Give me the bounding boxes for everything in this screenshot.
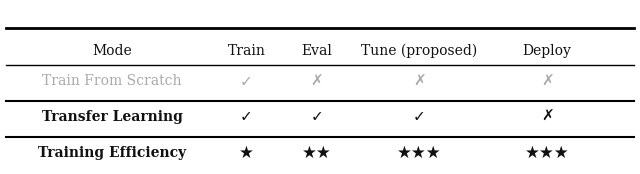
Text: Eval: Eval (301, 44, 332, 58)
Text: ✓: ✓ (310, 109, 323, 124)
Text: ★★: ★★ (302, 144, 332, 162)
Text: ★: ★ (239, 144, 254, 162)
Text: ★★★: ★★★ (525, 144, 570, 162)
Text: ★★★: ★★★ (397, 144, 442, 162)
Text: Mode: Mode (92, 44, 132, 58)
Text: ✓: ✓ (240, 74, 253, 89)
Text: Train: Train (227, 44, 266, 58)
Text: ✗: ✗ (310, 74, 323, 89)
Text: ✗: ✗ (413, 74, 426, 89)
Text: ✗: ✗ (541, 74, 554, 89)
Text: Tune (proposed): Tune (proposed) (361, 44, 477, 58)
Text: ✗: ✗ (541, 109, 554, 124)
Text: Training Efficiency: Training Efficiency (38, 146, 186, 160)
Text: ✓: ✓ (413, 109, 426, 124)
Text: Train From Scratch: Train From Scratch (42, 74, 182, 89)
Text: Deploy: Deploy (523, 44, 572, 58)
Text: ✓: ✓ (240, 109, 253, 124)
Text: Transfer Learning: Transfer Learning (42, 110, 182, 124)
